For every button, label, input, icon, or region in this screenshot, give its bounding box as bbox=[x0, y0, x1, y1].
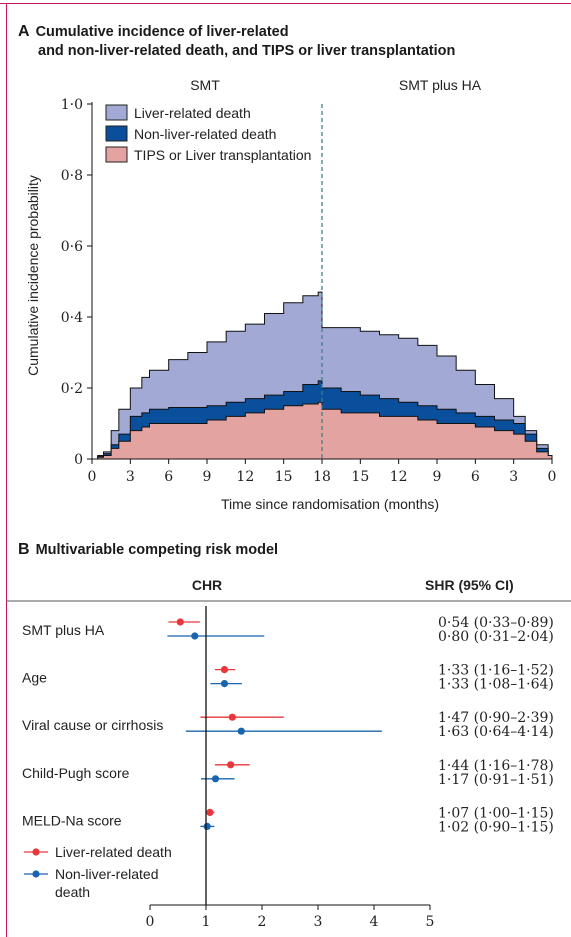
legend-label-liver-related-death: Liver-related death bbox=[55, 844, 172, 860]
forest-x-tick-label: 5 bbox=[426, 914, 435, 930]
shr-value-non-liver-related: 1·33 (1·08–1·64) bbox=[438, 677, 554, 693]
shr-value-liver-related: 1·47 (0·90–2·39) bbox=[438, 710, 554, 726]
y-axis-title: Cumulative incidence probability bbox=[25, 175, 41, 376]
shr-value-liver-related: 1·44 (1·16–1·78) bbox=[438, 758, 554, 774]
panel-b-title-text: Multivariable competing risk model bbox=[35, 542, 279, 558]
forest-x-tick-label: 3 bbox=[314, 914, 323, 930]
shr-value-non-liver-related: 1·02 (0·90–1·15) bbox=[438, 819, 554, 835]
y-tick-label: 0·4 bbox=[61, 310, 83, 326]
row-label-age: Age bbox=[22, 670, 47, 686]
frame-top-rule bbox=[0, 3, 571, 4]
estimate-point-non-liver-related bbox=[220, 680, 229, 688]
row-label-meld-na-score: MELD-Na score bbox=[22, 812, 122, 828]
x-tick-label: 6 bbox=[164, 469, 173, 485]
estimate-point-non-liver-related bbox=[211, 775, 220, 783]
shr-value-non-liver-related: 0·80 (0·31–2·04) bbox=[438, 629, 554, 645]
group-label-smt-plus-ha: SMT plus HA bbox=[399, 77, 482, 93]
x-tick-label: 15 bbox=[351, 469, 369, 485]
panel-a-title-line2: and non-liver-related death, and TIPS or… bbox=[38, 43, 456, 59]
legend-label-liver-related-death: Liver-related death bbox=[134, 105, 251, 121]
estimate-point-non-liver-related bbox=[237, 727, 245, 735]
legend-label-non-liver-related-death: Non-liver-related death bbox=[134, 126, 276, 142]
panel-a-letter: A bbox=[18, 23, 30, 40]
shr-value-non-liver-related: 1·63 (0·64–4·14) bbox=[438, 724, 554, 740]
legend-marker-liver-related-death bbox=[32, 848, 40, 856]
panel-a-title-line1: Cumulative incidence of liver-related bbox=[35, 24, 289, 40]
y-tick-label: 0 bbox=[74, 452, 83, 468]
x-tick-label: 12 bbox=[236, 469, 254, 485]
legend-label-non-liver-related-death: death bbox=[55, 884, 90, 900]
estimate-point-liver-related bbox=[220, 666, 229, 674]
group-label-smt: SMT bbox=[190, 77, 220, 93]
x-tick-label: 0 bbox=[88, 469, 97, 485]
area-tips-or-liver-transplantation bbox=[92, 401, 553, 460]
estimate-point-non-liver-related bbox=[203, 822, 211, 831]
forest-x-tick-label: 1 bbox=[202, 914, 211, 930]
row-label-smt-plus-ha: SMT plus HA bbox=[22, 622, 105, 638]
row-label-viral-cause-or-cirrhosis: Viral cause or cirrhosis bbox=[22, 717, 163, 733]
x-tick-label: 9 bbox=[433, 469, 442, 485]
panel-b-letter: B bbox=[18, 541, 30, 558]
estimate-point-non-liver-related bbox=[191, 632, 199, 640]
panel-b-title: B Multivariable competing risk model bbox=[18, 540, 278, 560]
shr-value-liver-related: 0·54 (0·33–0·89) bbox=[438, 615, 554, 631]
x-axis-title: Time since randomisation (months) bbox=[221, 496, 439, 512]
x-tick-label: 3 bbox=[509, 469, 518, 485]
y-tick-label: 0·2 bbox=[61, 381, 83, 397]
x-tick-label: 3 bbox=[126, 469, 135, 485]
forest-x-tick-label: 0 bbox=[146, 914, 155, 930]
y-tick-label: 0·6 bbox=[61, 239, 83, 255]
y-tick-label: 0·8 bbox=[61, 168, 83, 184]
cumulative-incidence-chart: SMT SMT plus HA 0 0·2 0·4 0·6 0·8 1·0 0 3 6 9 12 15… bbox=[25, 77, 557, 512]
x-tick-label: 9 bbox=[203, 469, 212, 485]
y-tick-label: 1·0 bbox=[61, 97, 83, 113]
shr-value-liver-related: 1·07 (1·00–1·15) bbox=[438, 805, 554, 821]
row-label-child-pugh-score: Child-Pugh score bbox=[22, 765, 130, 781]
x-tick-label: 18 bbox=[313, 469, 331, 485]
estimate-point-liver-related bbox=[228, 713, 236, 721]
estimate-point-liver-related bbox=[176, 618, 184, 626]
forest-x-tick-label: 2 bbox=[258, 914, 267, 930]
estimate-point-liver-related bbox=[206, 808, 214, 817]
x-tick-label: 15 bbox=[275, 469, 293, 485]
frame-left-rule bbox=[6, 3, 7, 937]
x-tick-label: 0 bbox=[548, 469, 557, 485]
x-tick-label: 6 bbox=[471, 469, 480, 485]
panel-a-title: A Cumulative incidence of liver-related a… bbox=[18, 22, 455, 61]
legend-swatch-liver-related-death bbox=[105, 104, 128, 121]
legend-swatch-non-liver-related-death bbox=[105, 125, 128, 142]
x-tick-label: 12 bbox=[390, 469, 408, 485]
shr-value-non-liver-related: 1·17 (0·91–1·51) bbox=[438, 772, 554, 788]
legend-marker-non-liver-related-death bbox=[32, 870, 40, 878]
legend-label-non-liver-related-death: Non-liver-related bbox=[55, 866, 158, 882]
estimate-point-liver-related bbox=[227, 761, 235, 769]
legend-swatch-tips-or-liver-transplantation bbox=[105, 146, 128, 163]
forest-x-tick-label: 4 bbox=[370, 914, 379, 930]
legend-label-tips-or-liver-transplantation: TIPS or Liver transplantation bbox=[134, 147, 311, 163]
column-header-chr: CHR bbox=[192, 577, 222, 593]
shr-value-liver-related: 1·33 (1·16–1·52) bbox=[438, 663, 554, 679]
column-header-shr: SHR (95% CI) bbox=[425, 577, 514, 593]
